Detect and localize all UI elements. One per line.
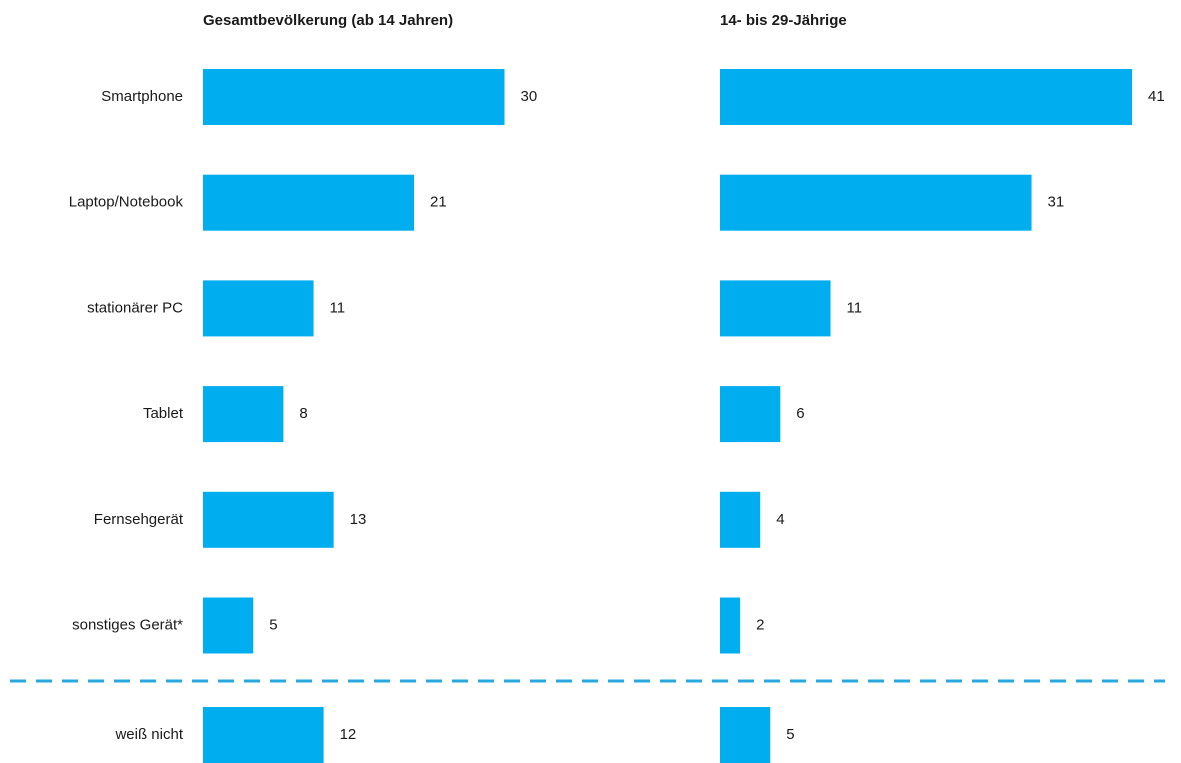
value-label: 2 bbox=[756, 616, 764, 633]
bar bbox=[203, 386, 284, 443]
value-label: 5 bbox=[269, 616, 277, 633]
category-label: stationärer PC bbox=[87, 299, 183, 316]
value-label: 4 bbox=[776, 511, 784, 528]
bar bbox=[203, 491, 334, 548]
category-label: sonstiges Gerät* bbox=[72, 616, 183, 633]
bar bbox=[720, 386, 781, 443]
bar bbox=[720, 707, 771, 763]
value-label: 5 bbox=[786, 726, 794, 743]
bar bbox=[203, 280, 314, 337]
category-label: Tablet bbox=[143, 405, 184, 422]
value-label: 6 bbox=[796, 405, 804, 422]
value-label: 8 bbox=[299, 405, 307, 422]
category-label: Fernsehgerät bbox=[94, 511, 184, 528]
category-label: weiß nicht bbox=[114, 726, 183, 743]
value-label: 13 bbox=[350, 511, 367, 528]
bar bbox=[720, 69, 1133, 125]
bar bbox=[203, 174, 415, 231]
value-label: 12 bbox=[340, 726, 357, 743]
bar bbox=[720, 280, 831, 337]
value-label: 31 bbox=[1048, 194, 1065, 211]
value-label: 11 bbox=[847, 299, 863, 316]
bar bbox=[203, 69, 505, 125]
chart-title: 14- bis 29-Jährige bbox=[720, 12, 847, 29]
bar bbox=[720, 597, 741, 654]
value-label: 41 bbox=[1148, 88, 1165, 105]
bar bbox=[203, 707, 324, 763]
category-label: Smartphone bbox=[101, 88, 183, 105]
bar bbox=[720, 174, 1032, 231]
category-label: Laptop/Notebook bbox=[69, 194, 184, 211]
value-label: 30 bbox=[521, 88, 538, 105]
chart-title: Gesamtbevölkerung (ab 14 Jahren) bbox=[203, 12, 453, 29]
value-label: 21 bbox=[430, 194, 447, 211]
value-label: 11 bbox=[330, 299, 346, 316]
bar bbox=[720, 491, 761, 548]
bar bbox=[203, 597, 254, 654]
